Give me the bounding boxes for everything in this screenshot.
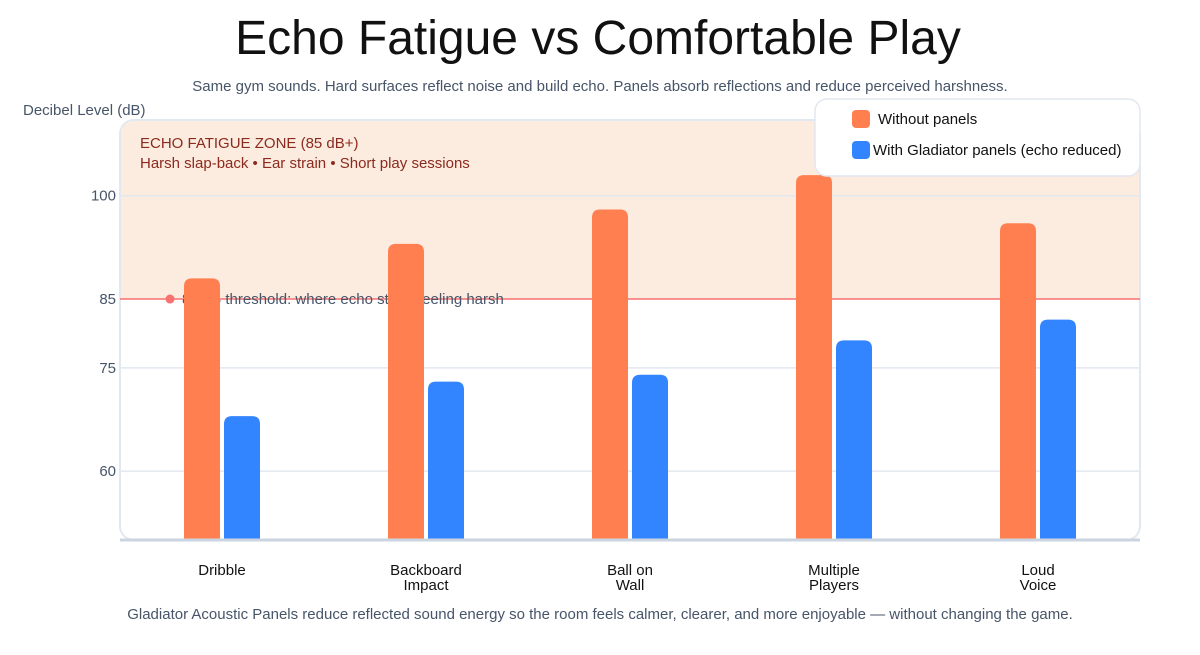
- bar-without-panels-4: [1000, 223, 1036, 540]
- legend: Without panels With Gladiator panels (ech…: [814, 98, 1141, 177]
- y-tick-label: 75: [99, 360, 116, 377]
- bars-layer: [120, 175, 1140, 542]
- fatigue-zone-title: ECHO FATIGUE ZONE (85 dB+): [140, 135, 359, 152]
- threshold-label: 85 dB threshold: where echo starts feeli…: [182, 291, 504, 308]
- legend-swatch-1: [852, 141, 870, 159]
- x-tick-label: Dribble: [198, 562, 246, 579]
- bar-without-panels-3: [796, 175, 832, 540]
- bar-with-panels-3: [836, 340, 872, 540]
- threshold-dot-icon: [165, 294, 175, 304]
- bar-without-panels-2: [592, 209, 628, 541]
- fatigue-zone-band-bottom: [121, 279, 1139, 300]
- chart-title: Echo Fatigue vs Comfortable Play: [235, 12, 961, 65]
- grid-layer: 60 75 85 100: [91, 188, 1140, 480]
- y-tick-label: 100: [91, 188, 116, 205]
- x-tick-label: Multiple Players: [808, 562, 860, 594]
- x-tick-label: Backboard Impact: [390, 562, 462, 594]
- bar-without-panels-1: [388, 243, 424, 540]
- fatigue-zone-subtitle: Harsh slap-back • Ear strain • Short pla…: [140, 155, 470, 172]
- legend-swatch-0: [852, 110, 870, 128]
- legend-label-1: With Gladiator panels (echo reduced): [873, 142, 1121, 159]
- legend-box: [814, 98, 1141, 177]
- bar-with-panels-4: [1040, 319, 1076, 540]
- bar-without-panels-0: [184, 278, 220, 540]
- chart-subtitle: Same gym sounds. Hard surfaces reflect n…: [192, 78, 1007, 95]
- x-tick-label: Loud Voice: [1020, 562, 1057, 594]
- y-tick-label: 85: [99, 291, 116, 308]
- bar-with-panels-2: [632, 374, 668, 540]
- bar-with-panels-1: [428, 381, 464, 540]
- x-tick-label: Ball on Wall: [607, 562, 653, 594]
- x-labels-layer: Dribble Backboard Impact Ball on Wall Multipl…: [198, 562, 1056, 594]
- y-axis-label: Decibel Level (dB): [23, 102, 146, 119]
- bar-with-panels-0: [224, 416, 260, 540]
- y-tick-label: 60: [99, 463, 116, 480]
- legend-label-0: Without panels: [878, 111, 977, 128]
- chart-footnote: Gladiator Acoustic Panels reduce reflect…: [127, 606, 1073, 623]
